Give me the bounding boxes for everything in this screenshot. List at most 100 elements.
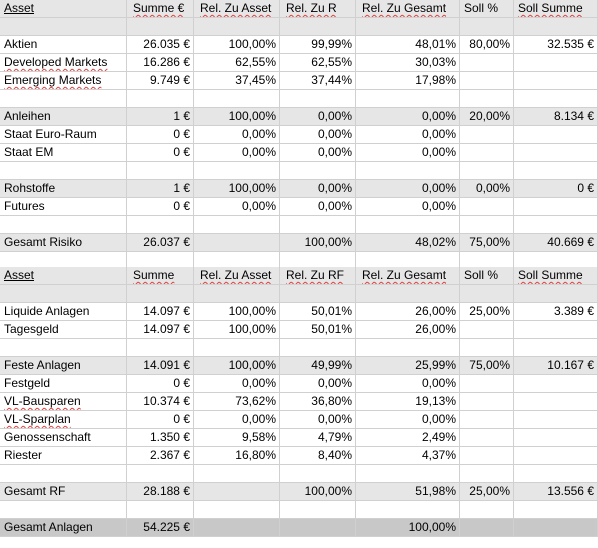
cell-rel-asset[interactable]: Rel. Zu Asset bbox=[194, 267, 280, 285]
cell-rel-group[interactable]: 36,80% bbox=[280, 393, 356, 411]
cell-rel-group[interactable]: 8,40% bbox=[280, 447, 356, 465]
cell-rel-group[interactable] bbox=[280, 339, 356, 357]
cell-rel-group[interactable]: Rel. Zu R bbox=[280, 0, 356, 18]
cell-rel-asset[interactable]: 16,80% bbox=[194, 447, 280, 465]
cell-rel-asset[interactable]: 73,62% bbox=[194, 393, 280, 411]
cell-rel-asset[interactable]: 0,00% bbox=[194, 411, 280, 429]
cell-asset[interactable] bbox=[0, 501, 127, 519]
cell-rel-group[interactable]: 0,00% bbox=[280, 411, 356, 429]
cell-rel-group[interactable]: Rel. Zu RF bbox=[280, 267, 356, 285]
cell-target-sum[interactable] bbox=[514, 90, 598, 108]
cell-sum[interactable] bbox=[127, 501, 194, 519]
cell-asset[interactable]: Emerging Markets bbox=[0, 72, 127, 90]
cell-rel-group[interactable]: 0,00% bbox=[280, 180, 356, 198]
cell-rel-group[interactable]: 49,99% bbox=[280, 357, 356, 375]
cell-sum[interactable]: 28.188 € bbox=[127, 483, 194, 501]
cell-target-sum[interactable]: 40.669 € bbox=[514, 234, 598, 252]
cell-target-pct[interactable] bbox=[460, 375, 514, 393]
cell-target-pct[interactable]: 20,00% bbox=[460, 108, 514, 126]
cell-rel-asset[interactable]: 0,00% bbox=[194, 126, 280, 144]
cell-rel-group[interactable]: 62,55% bbox=[280, 54, 356, 72]
cell-rel-asset[interactable]: 62,55% bbox=[194, 54, 280, 72]
cell-target-sum[interactable]: 10.167 € bbox=[514, 357, 598, 375]
cell-target-sum[interactable] bbox=[514, 285, 598, 303]
cell-sum[interactable]: 26.037 € bbox=[127, 234, 194, 252]
cell-rel-total[interactable]: 0,00% bbox=[356, 180, 460, 198]
cell-target-sum[interactable] bbox=[514, 198, 598, 216]
cell-rel-asset[interactable]: 37,45% bbox=[194, 72, 280, 90]
cell-rel-group[interactable] bbox=[280, 285, 356, 303]
cell-target-pct[interactable]: Soll % bbox=[460, 267, 514, 285]
cell-target-pct[interactable]: 25,00% bbox=[460, 483, 514, 501]
cell-rel-asset[interactable]: 0,00% bbox=[194, 198, 280, 216]
cell-rel-total[interactable]: 2,49% bbox=[356, 429, 460, 447]
cell-target-sum[interactable] bbox=[514, 339, 598, 357]
cell-asset[interactable] bbox=[0, 216, 127, 234]
cell-rel-asset[interactable]: 100,00% bbox=[194, 357, 280, 375]
cell-rel-group[interactable] bbox=[280, 501, 356, 519]
cell-rel-group[interactable]: 0,00% bbox=[280, 144, 356, 162]
cell-asset[interactable] bbox=[0, 285, 127, 303]
cell-sum[interactable]: 1 € bbox=[127, 180, 194, 198]
cell-rel-asset[interactable] bbox=[194, 234, 280, 252]
cell-sum[interactable]: 26.035 € bbox=[127, 36, 194, 54]
cell-asset[interactable]: Tagesgeld bbox=[0, 321, 127, 339]
cell-asset[interactable]: Gesamt Risiko bbox=[0, 234, 127, 252]
cell-rel-group[interactable]: 100,00% bbox=[280, 483, 356, 501]
cell-rel-total[interactable]: Rel. Zu Gesamt bbox=[356, 267, 460, 285]
cell-rel-total[interactable]: 25,99% bbox=[356, 357, 460, 375]
cell-sum[interactable]: Summe bbox=[127, 267, 194, 285]
cell-rel-group[interactable]: 50,01% bbox=[280, 303, 356, 321]
cell-target-sum[interactable]: 8.134 € bbox=[514, 108, 598, 126]
cell-rel-asset[interactable]: 100,00% bbox=[194, 303, 280, 321]
cell-rel-total[interactable] bbox=[356, 501, 460, 519]
cell-target-pct[interactable]: 75,00% bbox=[460, 357, 514, 375]
cell-target-pct[interactable]: 75,00% bbox=[460, 234, 514, 252]
cell-rel-group[interactable]: 4,79% bbox=[280, 429, 356, 447]
cell-sum[interactable]: 0 € bbox=[127, 126, 194, 144]
cell-rel-asset[interactable]: 0,00% bbox=[194, 375, 280, 393]
cell-rel-total[interactable]: 0,00% bbox=[356, 126, 460, 144]
cell-rel-total[interactable]: 30,03% bbox=[356, 54, 460, 72]
cell-asset[interactable]: Developed Markets bbox=[0, 54, 127, 72]
cell-asset[interactable]: Liquide Anlagen bbox=[0, 303, 127, 321]
cell-sum[interactable]: 9.749 € bbox=[127, 72, 194, 90]
cell-sum[interactable]: 1 € bbox=[127, 108, 194, 126]
cell-target-sum[interactable] bbox=[514, 126, 598, 144]
cell-rel-total[interactable]: 26,00% bbox=[356, 321, 460, 339]
cell-rel-group[interactable]: 50,01% bbox=[280, 321, 356, 339]
cell-target-sum[interactable]: 3.389 € bbox=[514, 303, 598, 321]
cell-target-pct[interactable] bbox=[460, 429, 514, 447]
cell-asset[interactable]: Asset bbox=[0, 0, 127, 18]
cell-target-sum[interactable]: 13.556 € bbox=[514, 483, 598, 501]
cell-rel-asset[interactable]: 9,58% bbox=[194, 429, 280, 447]
cell-rel-asset[interactable] bbox=[194, 285, 280, 303]
cell-sum[interactable]: 0 € bbox=[127, 198, 194, 216]
cell-rel-group[interactable] bbox=[280, 216, 356, 234]
cell-target-pct[interactable] bbox=[460, 162, 514, 180]
cell-target-pct[interactable]: 0,00% bbox=[460, 180, 514, 198]
cell-asset[interactable]: Festgeld bbox=[0, 375, 127, 393]
cell-rel-total[interactable]: 0,00% bbox=[356, 375, 460, 393]
cell-rel-asset[interactable]: 100,00% bbox=[194, 321, 280, 339]
cell-target-pct[interactable] bbox=[460, 216, 514, 234]
cell-rel-total[interactable]: 48,02% bbox=[356, 234, 460, 252]
cell-target-sum[interactable] bbox=[514, 519, 598, 537]
cell-target-pct[interactable]: 80,00% bbox=[460, 36, 514, 54]
cell-asset[interactable]: Genossenschaft bbox=[0, 429, 127, 447]
cell-sum[interactable] bbox=[127, 465, 194, 483]
cell-rel-asset[interactable]: 0,00% bbox=[194, 144, 280, 162]
cell-rel-total[interactable]: 0,00% bbox=[356, 144, 460, 162]
cell-rel-group[interactable]: 100,00% bbox=[280, 234, 356, 252]
cell-asset[interactable] bbox=[0, 90, 127, 108]
cell-target-sum[interactable] bbox=[514, 18, 598, 36]
cell-asset[interactable] bbox=[0, 162, 127, 180]
cell-rel-group[interactable]: 0,00% bbox=[280, 126, 356, 144]
cell-rel-total[interactable]: 4,37% bbox=[356, 447, 460, 465]
cell-target-sum[interactable] bbox=[514, 465, 598, 483]
cell-rel-group[interactable] bbox=[280, 18, 356, 36]
cell-target-pct[interactable] bbox=[460, 411, 514, 429]
cell-rel-group[interactable]: 37,44% bbox=[280, 72, 356, 90]
cell-target-sum[interactable] bbox=[514, 375, 598, 393]
cell-asset[interactable]: Asset bbox=[0, 267, 127, 285]
